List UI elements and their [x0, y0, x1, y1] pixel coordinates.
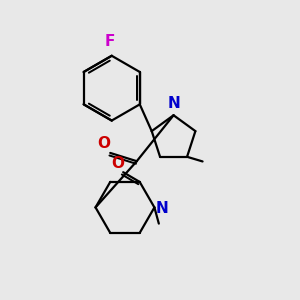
- Text: O: O: [97, 136, 110, 152]
- Text: N: N: [156, 201, 169, 216]
- Text: N: N: [167, 96, 180, 111]
- Text: O: O: [111, 156, 124, 171]
- Text: F: F: [105, 34, 116, 49]
